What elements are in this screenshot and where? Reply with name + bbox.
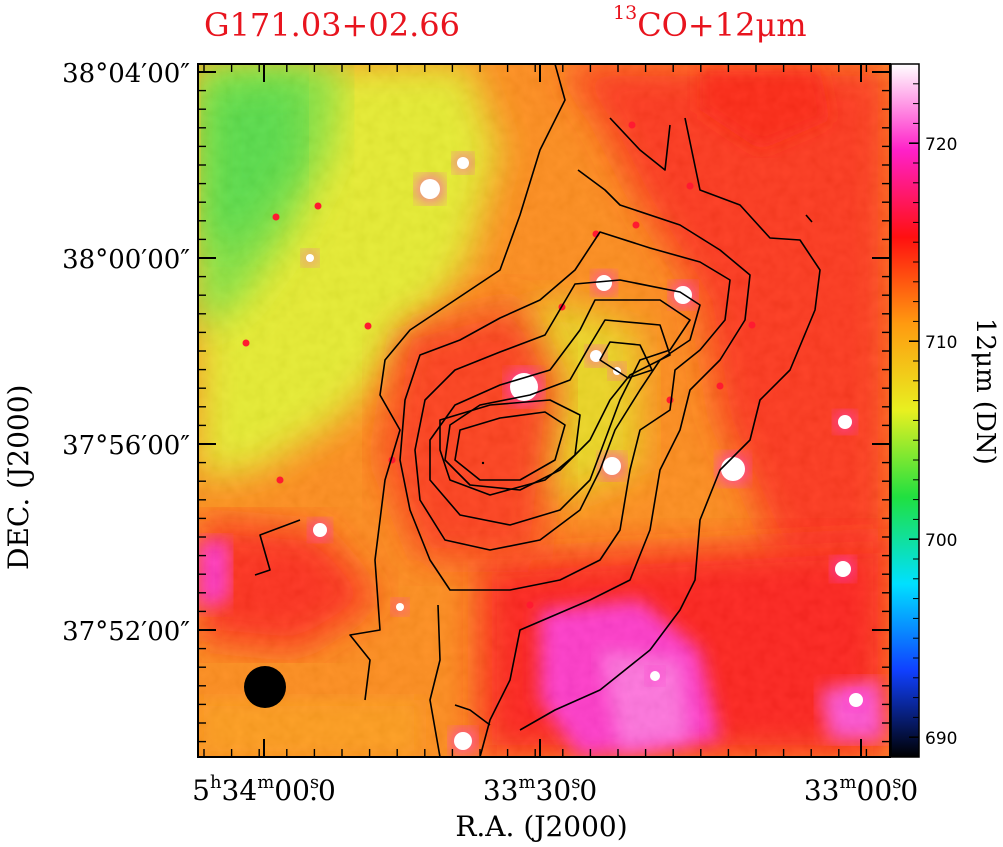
dot-14 (272, 213, 280, 221)
star-9 (835, 561, 851, 577)
colorbar-tick-label: 690 (925, 729, 957, 749)
star-8 (838, 415, 852, 429)
star-0 (420, 179, 440, 199)
y-axis-label: DEC. (J2000) (2, 384, 35, 570)
star-14 (306, 254, 314, 262)
star-12 (849, 693, 863, 707)
colorbar: 720 710 700 690 (890, 63, 957, 758)
contour-line-14 (439, 399, 581, 496)
contour-line-4 (805, 214, 813, 223)
co-contours (254, 64, 821, 757)
x-tick-label: 5h34m00s.0 (192, 772, 336, 807)
star-4 (590, 350, 602, 362)
x-axis-label: R.A. (J2000) (455, 810, 628, 843)
contour-line-12 (599, 341, 653, 379)
colorbar-gradient (890, 63, 920, 758)
y-tick-label: 38°04′00″ (62, 59, 190, 89)
star-13 (650, 671, 660, 681)
contour-peak-dot (481, 461, 485, 465)
dot-4 (364, 322, 372, 330)
colorbar-tick-label: 710 (925, 333, 957, 353)
dot-11 (276, 476, 284, 484)
contour-line-5 (479, 169, 751, 757)
y-tick-label: 37°56′00″ (62, 431, 190, 461)
dot-13 (314, 202, 322, 210)
star-15 (396, 603, 404, 611)
source-title: G171.03+02.66 (204, 6, 460, 44)
x-axis-ticks: 5h34m00s.0 33m30s.0 33m00s.0 (192, 772, 918, 807)
contour-line-6 (429, 604, 441, 757)
star-3 (674, 286, 692, 304)
star-6 (603, 457, 621, 475)
contour-line-2 (609, 117, 671, 171)
star-1 (457, 157, 469, 169)
star-2 (596, 275, 612, 291)
contour-line-9 (414, 279, 701, 551)
colorbar-tick-label: 700 (925, 531, 957, 551)
star-11 (454, 732, 472, 750)
overlay-title-text: CO+12μm (637, 6, 807, 44)
y-tick-label: 38°00′00″ (62, 245, 190, 275)
overlay-title-isotope: 13 (613, 2, 638, 24)
colorbar-tick-label: 720 (925, 135, 957, 155)
dot-1 (686, 182, 694, 190)
dot-5 (242, 339, 250, 347)
overlay-title: 13CO+12μm (613, 2, 807, 44)
contour-line-8 (399, 231, 731, 591)
contour-line-7 (454, 704, 491, 726)
dot-12 (526, 601, 534, 609)
intensity-map (198, 64, 890, 757)
map-noise (198, 64, 890, 757)
dot-7 (716, 382, 724, 390)
dot-9 (748, 321, 756, 329)
plot-frame (197, 63, 891, 758)
contour-line-10 (429, 299, 691, 526)
y-axis-ticks: 38°04′00″ 38°00′00″ 37°56′00″ 37°52′00″ (62, 59, 190, 647)
contour-line-13 (454, 411, 566, 481)
colorbar-label: 12μm (DN) (970, 318, 1000, 465)
star-10 (313, 523, 327, 537)
dot-0 (628, 121, 636, 129)
x-tick-label: 33m30s.0 (483, 772, 597, 807)
dot-2 (632, 221, 640, 229)
dot-8 (666, 396, 674, 404)
x-tick-label: 33m00s.0 (804, 772, 918, 807)
contour-line-0 (349, 64, 566, 701)
contour-line-3 (519, 117, 821, 731)
contour-line-1 (254, 519, 301, 576)
plot-border (197, 63, 891, 758)
beam-marker (244, 666, 286, 708)
beam-circle (244, 666, 286, 708)
star-7 (721, 457, 745, 481)
y-tick-label: 37°52′00″ (62, 617, 190, 647)
